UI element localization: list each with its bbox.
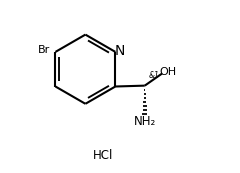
Text: &1: &1 (149, 71, 159, 80)
Text: Br: Br (38, 45, 50, 55)
Text: OH: OH (159, 67, 176, 77)
Text: HCl: HCl (92, 149, 113, 162)
Text: N: N (115, 44, 125, 58)
Text: NH₂: NH₂ (134, 115, 156, 128)
